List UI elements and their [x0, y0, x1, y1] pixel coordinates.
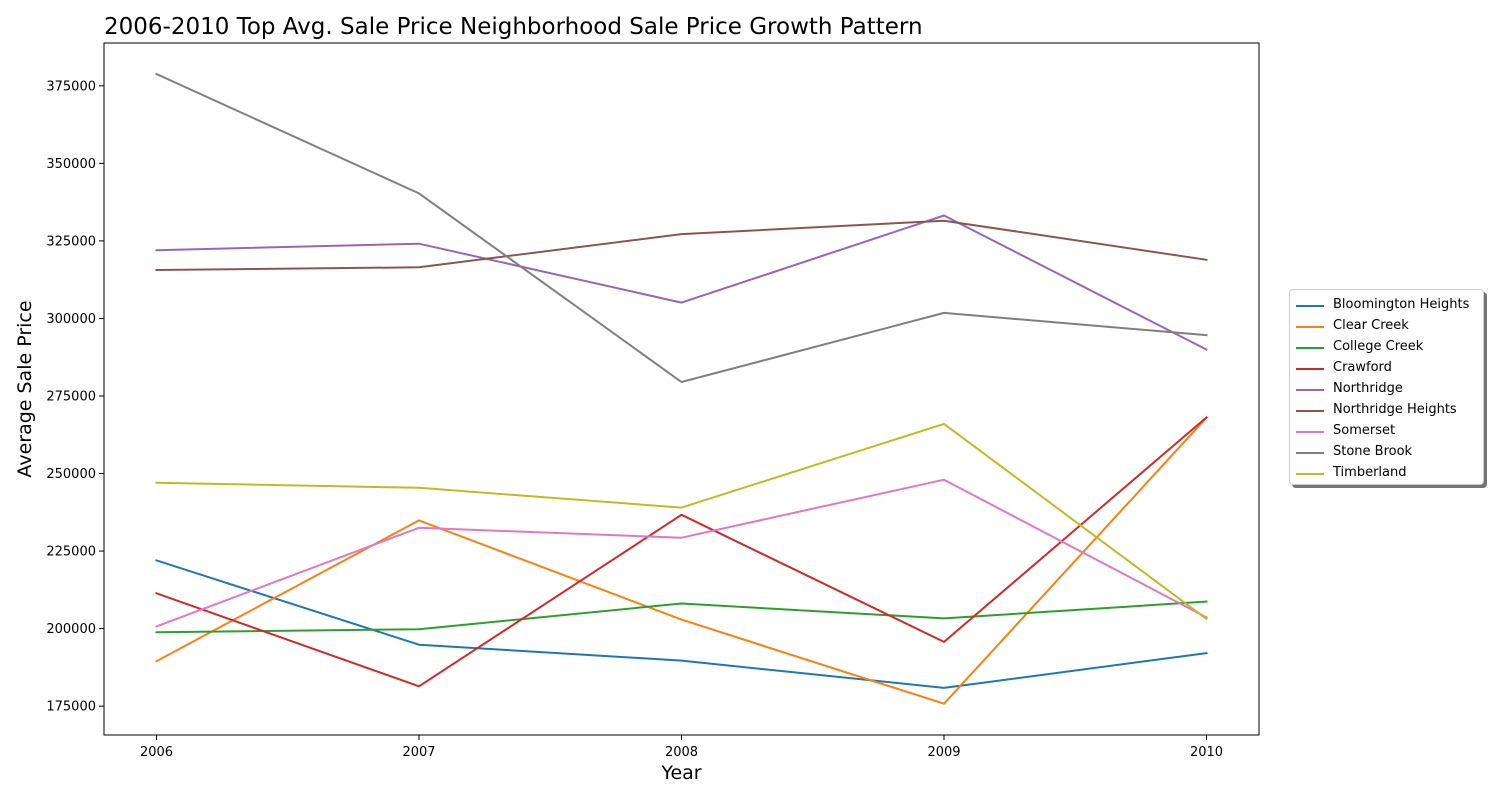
series-line-stone-brook [155, 72, 1208, 383]
legend-swatch [1296, 452, 1324, 454]
legend-item-timberland: Timberland [1290, 463, 1485, 484]
legend-swatch [1296, 389, 1324, 391]
y-tick-label: 175000 [46, 700, 96, 715]
y-tick-label: 350000 [46, 157, 96, 172]
y-tick-label: 225000 [46, 545, 96, 560]
series-line-northridge-heights [155, 219, 1208, 272]
legend-item-somerset: Somerset [1290, 421, 1485, 442]
y-tick-label: 250000 [46, 467, 96, 482]
legend-label: Clear Creek [1333, 318, 1409, 333]
legend-swatch [1296, 410, 1324, 412]
legend-swatch [1296, 431, 1324, 433]
series-line-somerset [155, 478, 1208, 628]
legend-swatch [1296, 368, 1324, 370]
x-axis: 2006 2007 2008 2009 2010 [140, 735, 1223, 760]
legend-label: Somerset [1333, 423, 1396, 438]
legend-label: Timberland [1333, 465, 1407, 480]
legend-label: Northridge Heights [1333, 402, 1457, 417]
legend-label: College Creek [1333, 339, 1424, 354]
legend-item-crawford: Crawford [1290, 358, 1485, 379]
legend-swatch [1296, 326, 1324, 328]
x-tick-label: 2009 [927, 745, 960, 760]
y-tick-label: 375000 [46, 79, 96, 94]
legend-label: Northridge [1333, 381, 1403, 396]
series-line-clear-creek [155, 416, 1208, 705]
legend-label: Crawford [1333, 360, 1392, 375]
series-line-crawford [155, 415, 1208, 688]
x-tick-label: 2008 [665, 745, 698, 760]
y-axis: 175000 200000 225000 250000 275000 300000 3250… [46, 79, 104, 715]
series-line-timberland [155, 422, 1208, 621]
legend-item-northridge: Northridge [1290, 379, 1485, 400]
series-line-northridge [155, 214, 1208, 351]
x-tick-label: 2010 [1190, 745, 1223, 760]
x-axis-label: Year [660, 762, 701, 784]
y-tick-label: 325000 [46, 234, 96, 249]
legend-swatch [1296, 473, 1324, 475]
y-tick-label: 275000 [46, 389, 96, 404]
x-tick-label: 2007 [402, 745, 435, 760]
series-layer [155, 72, 1208, 705]
legend-item-college-creek: College Creek [1290, 337, 1485, 358]
y-tick-label: 200000 [46, 622, 96, 637]
y-tick-label: 300000 [46, 312, 96, 327]
chart-title: 2006-2010 Top Avg. Sale Price Neighborho… [104, 14, 923, 40]
legend-swatch [1296, 305, 1324, 307]
legend-item-bloomington-heights: Bloomington Heights [1290, 295, 1485, 316]
legend-swatch [1296, 347, 1324, 349]
legend-item-stone-brook: Stone Brook [1290, 442, 1485, 463]
x-tick-label: 2006 [140, 745, 173, 760]
series-line-college-creek [155, 600, 1208, 634]
legend: Bloomington Heights Clear Creek College Cr… [1289, 289, 1484, 485]
legend-label: Bloomington Heights [1333, 297, 1470, 312]
y-axis-label: Average Sale Price [14, 300, 36, 477]
legend-item-northridge-heights: Northridge Heights [1290, 400, 1485, 421]
legend-label: Stone Brook [1333, 444, 1413, 459]
legend-item-clear-creek: Clear Creek [1290, 316, 1485, 337]
series-line-bloomington-heights [155, 559, 1208, 689]
